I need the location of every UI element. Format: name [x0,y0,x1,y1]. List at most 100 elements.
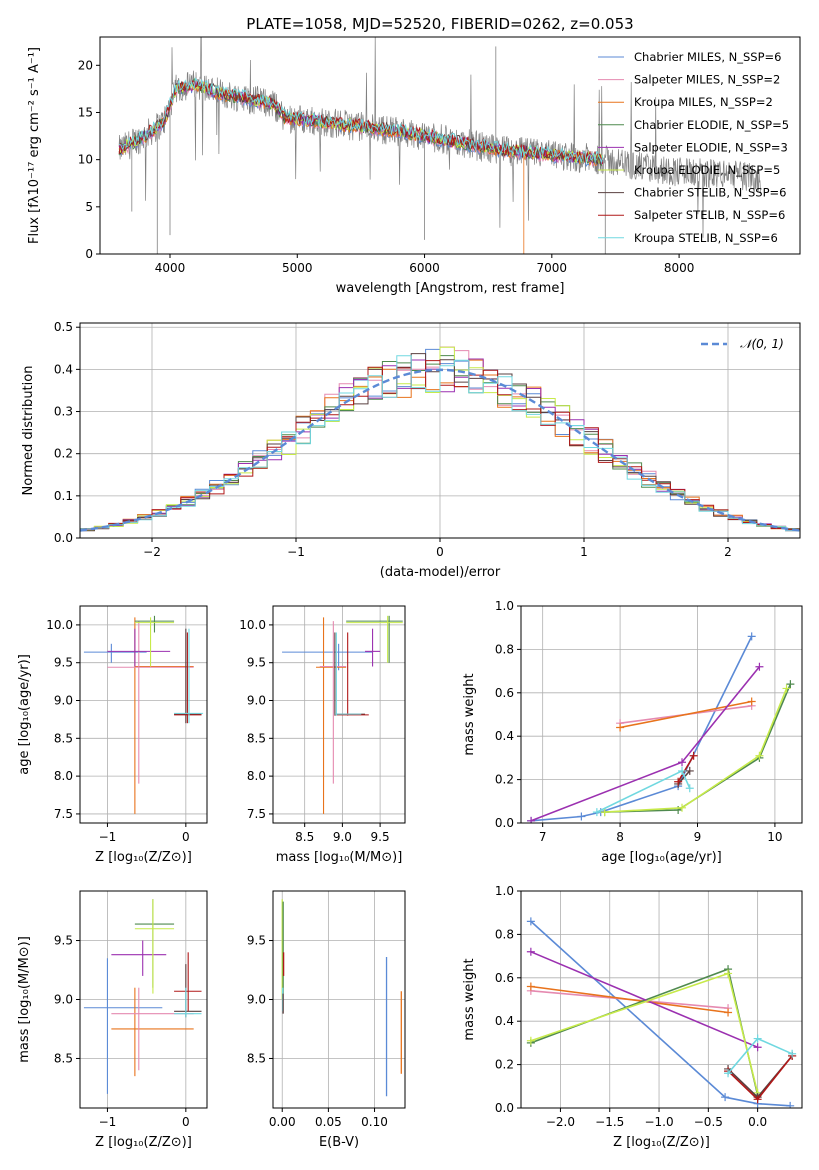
series-chabrier-miles [531,636,753,822]
point-marker [782,684,791,693]
legend-label: Kroupa MILES, N_SSP=2 [634,95,773,109]
tick-label-y: 9.0 [247,993,266,1007]
tick-label-y: 10.0 [46,618,73,632]
point-marker [786,1101,795,1108]
axis-label-y: Flux [fλ10⁻¹⁷ erg cm⁻² s⁻¹ A⁻¹] [27,47,42,244]
tick-label-y: 0.2 [54,447,73,461]
axis-label-x: mass [log₁₀(M/M⊙)] [276,850,403,865]
tick-label-y: 8.5 [247,731,266,745]
series-kroupa-miles [530,985,729,1014]
tick-label-x: 0 [182,830,190,844]
point-marker [753,1034,762,1043]
tick-label-y: 0.3 [54,405,73,419]
plot-area [282,615,403,814]
tick-label-y: 9.0 [54,993,73,1007]
tick-label-x: −2 [143,545,161,559]
age-weight-plot: 7 8 9 10 0.0 0.2 0.4 0.6 0.8 1.0 age [log₁₀(age/yr… [462,599,803,865]
tick-label-x: 6000 [409,261,440,275]
legend-label: Salpeter MILES, N_SSP=2 [634,73,780,87]
axis-label-x: wavelength [Angstrom, rest frame] [336,281,565,296]
point-marker [689,751,698,760]
tick-label-x: 2 [724,545,732,559]
point-marker [788,1049,797,1058]
tick-label-y: 0.0 [54,531,73,545]
legend-label: Kroupa ELODIE, N_SSP=5 [634,163,780,177]
tick-label-x: 0 [436,545,444,559]
tick-label-y: 0.4 [495,1014,514,1028]
metallicity-mass-plot: −1 0 8.5 9.0 9.5 Z [log₁₀(Z/Z⊙)] mass [log₁₀(M… [17,890,208,1150]
tick-label-x: 0.05 [315,1115,342,1129]
tick-label-y: 8.5 [54,1051,73,1065]
tick-label-y: 9.5 [247,934,266,948]
tick-label-y: 9.5 [247,656,266,670]
tick-label-y: 9.5 [54,934,73,948]
plot-area [526,917,797,1108]
legend-label: Salpeter STELIB, N_SSP=6 [634,208,785,222]
legend-label: Salpeter ELODIE, N_SSP=3 [634,140,788,154]
point-marker [724,969,733,978]
axis-label-x: E(B-V) [319,1135,359,1150]
point-marker [685,784,694,793]
tick-label-y: 0.8 [495,642,514,656]
tick-label-y: 9.0 [247,694,266,708]
tick-label-y: 0.5 [54,320,73,334]
tick-label-x: 7000 [537,261,568,275]
axis-label-y: mass weight [462,958,477,1040]
point-marker [678,758,687,767]
tick-label-x: −1 [287,545,305,559]
tick-label-x: −2.0 [546,1115,575,1129]
plot-area [83,615,204,814]
tick-label-y: 0.8 [495,927,514,941]
series-kroupa-elodie [604,688,788,813]
normal-curve [80,368,800,532]
tick-label-x: 8000 [664,261,695,275]
tick-label-y: 8.0 [54,769,73,783]
tick-label-x: 9.0 [333,830,352,844]
legend-label: Chabrier ELODIE, N_SSP=5 [634,118,789,132]
tick-label-x: 10 [767,830,782,844]
axes-frame [272,890,406,1109]
axes-frame [272,605,406,824]
axis-label-x: Z [log₁₀(Z/Z⊙)] [95,1135,192,1150]
point-marker [616,723,625,732]
tick-label-x: 5000 [282,261,313,275]
legend-label: Chabrier MILES, N_SSP=6 [634,50,781,64]
axes-frame [79,605,208,824]
series-kroupa-miles [619,700,752,729]
point-marker [577,812,586,821]
axis-label-x: age [log₁₀(age/yr)] [601,850,722,865]
point-marker [527,816,536,823]
tick-label-x: −1 [99,830,117,844]
tick-label-y: 0.4 [495,729,514,743]
tick-label-x: 8.5 [295,830,314,844]
axis-label-x: Z [log₁₀(Z/Z⊙)] [95,850,192,865]
point-marker [747,632,756,641]
mass-age-plot: 8.5 9.0 9.5 7.5 8.0 8.5 9.0 9.5 10.0 mass [log₁₀(… [239,605,406,865]
tick-label-y: 0.6 [495,686,514,700]
point-marker [724,1008,733,1017]
tick-label-x: 8 [616,830,624,844]
plot-area [118,37,761,254]
axes-frame [79,890,208,1109]
tick-label-y: 10 [78,153,93,167]
tick-label-y: 0.1 [54,489,73,503]
tick-label-y: 8.5 [54,731,73,745]
tick-label-y: 0.2 [495,773,514,787]
plot-area [527,632,795,823]
tick-label-x: 9.5 [371,830,390,844]
tick-label-x: −1 [99,1115,117,1129]
tick-label-y: 20 [78,58,93,72]
axes-frame [520,605,803,824]
histogram-kroupa-stelib [80,355,800,532]
tick-label-x: 0 [182,1115,190,1129]
point-marker [721,1093,730,1102]
tick-label-y: 9.0 [54,694,73,708]
point-marker [747,697,756,706]
tick-label-y: 8.5 [247,1051,266,1065]
point-marker [526,947,535,956]
tick-label-x: 0.0 [748,1115,767,1129]
tick-label-y: 1.0 [495,599,514,613]
tick-label-x: 7 [539,830,547,844]
point-marker [753,1043,762,1052]
